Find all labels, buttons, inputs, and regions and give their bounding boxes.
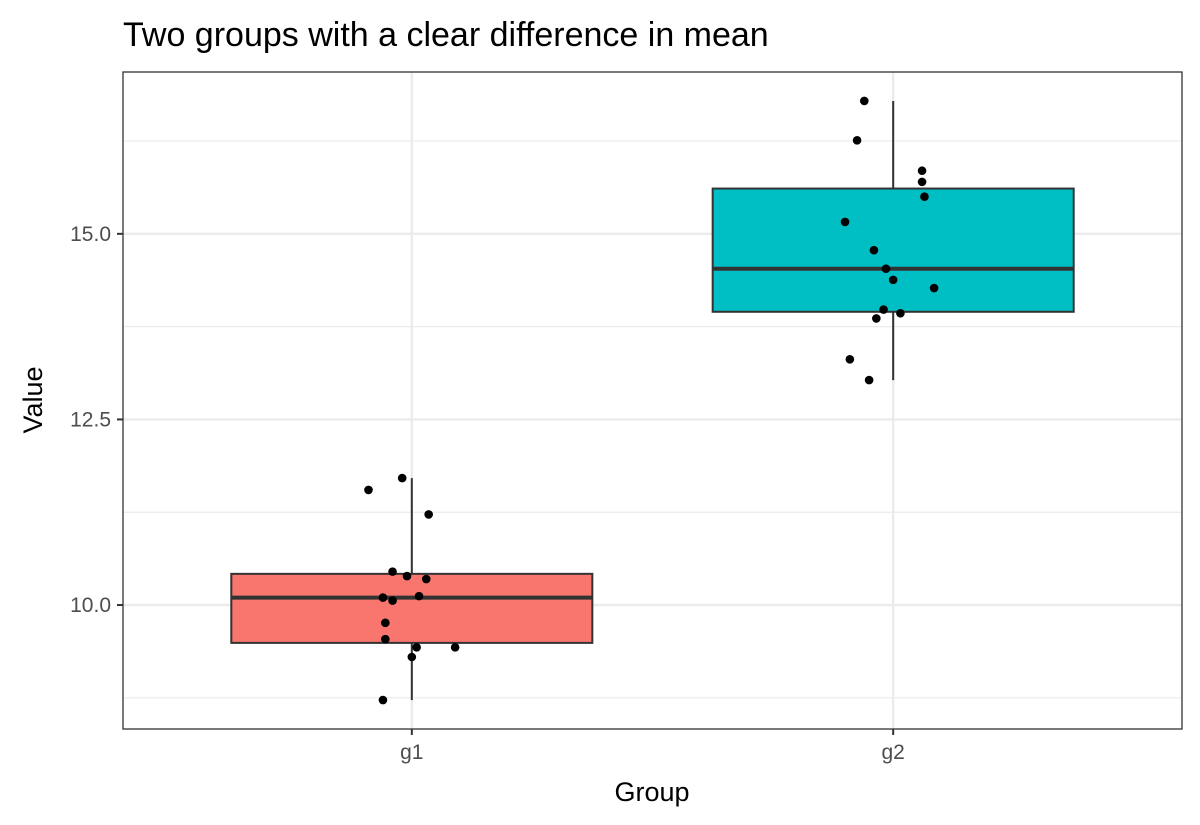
y-axis: 10.0 12.5 15.0	[70, 223, 123, 617]
plot-panel-border	[122, 71, 1183, 730]
data-point	[929, 283, 939, 293]
data-point	[864, 375, 874, 385]
data-point	[424, 510, 433, 519]
data-point	[388, 596, 397, 605]
box-iqr	[711, 187, 1075, 313]
data-point	[869, 245, 879, 255]
data-point	[407, 652, 417, 662]
data-points	[364, 96, 939, 705]
data-point	[860, 96, 869, 106]
y-tick-label: 10.0	[70, 594, 111, 617]
data-point	[917, 166, 927, 176]
data-point	[381, 618, 390, 628]
data-point	[888, 275, 898, 285]
y-axis-title: Value	[18, 366, 48, 433]
x-axis: g1 g2	[400, 729, 905, 764]
box-g2	[711, 100, 1075, 381]
boxes	[230, 100, 1075, 701]
data-point	[397, 473, 407, 483]
y-tick-label: 15.0	[70, 223, 111, 246]
data-point	[896, 308, 905, 318]
data-point	[381, 634, 390, 644]
data-point	[450, 643, 460, 652]
y-tick-label: 12.5	[70, 408, 111, 431]
data-point	[840, 217, 850, 227]
chart-title: Two groups with a clear difference in me…	[123, 16, 769, 54]
x-tick-label: g2	[882, 741, 905, 764]
data-point	[412, 643, 421, 652]
box-iqr	[230, 572, 594, 644]
data-point	[402, 571, 412, 581]
data-point	[879, 305, 888, 314]
data-point	[872, 314, 881, 323]
data-point	[378, 593, 388, 602]
data-point	[378, 695, 388, 705]
data-point	[421, 574, 431, 584]
data-point	[917, 177, 927, 187]
data-point	[881, 264, 891, 274]
data-point	[414, 591, 424, 601]
box-g1	[230, 478, 594, 701]
x-tick-label: g1	[400, 741, 423, 764]
data-point	[845, 354, 855, 364]
x-axis-title: Group	[614, 777, 689, 807]
data-point	[920, 192, 929, 202]
data-point	[388, 567, 397, 576]
data-point	[852, 135, 862, 145]
data-point	[364, 485, 373, 495]
